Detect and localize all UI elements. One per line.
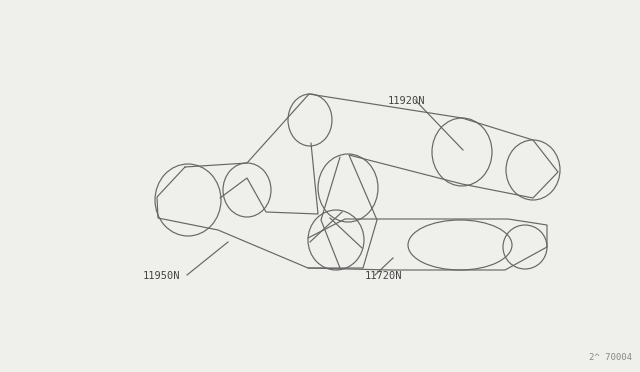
Text: 2^ 70004: 2^ 70004 bbox=[589, 353, 632, 362]
Text: 11920N: 11920N bbox=[388, 96, 426, 106]
Text: 11950N: 11950N bbox=[143, 271, 180, 281]
Text: 11720N: 11720N bbox=[365, 271, 403, 281]
